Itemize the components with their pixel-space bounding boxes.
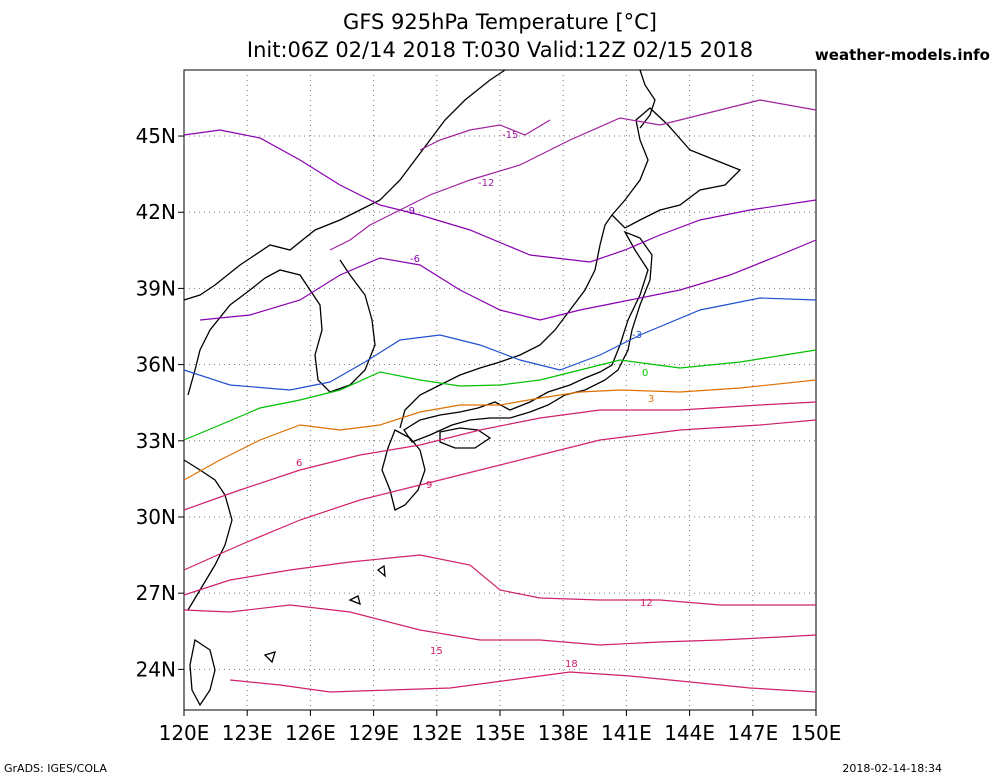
coast-honshu <box>403 230 653 443</box>
lat-tick-label: 30N <box>136 505 176 529</box>
contour-line-neg6 <box>199 239 817 321</box>
lat-tick-label: 27N <box>136 581 176 605</box>
contour-label-neg15: -15 <box>502 130 518 141</box>
lon-tick-label: 141E <box>601 721 652 745</box>
coast-taiwan <box>189 638 216 707</box>
contour-line-neg15 <box>419 119 551 151</box>
lon-tick-label: 129E <box>348 721 399 745</box>
coast-ryukyu <box>263 564 386 664</box>
lat-tick-label: 39N <box>136 276 176 300</box>
lat-tick-label: 36N <box>136 353 176 377</box>
coast-hokkaido <box>611 107 742 229</box>
coast-sakhalin <box>639 69 656 129</box>
contour-line-6 <box>183 401 817 511</box>
contour-label-neg6: -6 <box>410 254 420 265</box>
lat-tick-label: 42N <box>136 200 176 224</box>
lon-tick-label: 126E <box>285 721 336 745</box>
contour-label-18: 18 <box>565 659 578 670</box>
contour-line-0 <box>183 349 817 441</box>
contour-line-15 <box>183 604 817 646</box>
coast-mainland-north <box>183 69 506 301</box>
coast-honshu-west <box>399 214 613 429</box>
lon-tick-label: 132E <box>411 721 462 745</box>
contour-label-neg9: -9 <box>405 206 415 217</box>
contour-label-9: 9 <box>426 480 432 491</box>
coastlines <box>183 69 742 707</box>
lon-tick-label: 138E <box>538 721 589 745</box>
lon-tick-label: 144E <box>664 721 715 745</box>
contour-line-neg9 <box>183 129 817 263</box>
contour-line-neg3 <box>183 297 817 391</box>
contour-label-3: 3 <box>648 394 654 405</box>
coast-shikoku <box>439 427 492 449</box>
axis-ticks: 120E 123E 126E 129E 132E 135E 138E 141E 144E 147E… <box>136 124 842 745</box>
coast-china <box>183 459 233 611</box>
lon-tick-label: 150E <box>791 721 842 745</box>
lat-tick-label: 33N <box>136 429 176 453</box>
footer-timestamp: 2018-02-14-18:34 <box>842 762 942 775</box>
lon-tick-label: 120E <box>159 721 210 745</box>
contour-label-neg12: -12 <box>478 178 494 189</box>
contour-line-neg12 <box>329 99 817 251</box>
contour-label-6: 6 <box>296 458 302 469</box>
contour-label-15: 15 <box>430 646 443 657</box>
site-watermark: weather-models.info <box>814 46 990 64</box>
map-title-line2: Init:06Z 02/14 2018 T:030 Valid:12Z 02/1… <box>246 38 754 62</box>
contour-label-neg3: -3 <box>632 330 642 341</box>
lat-tick-label: 24N <box>136 657 176 681</box>
lat-tick-label: 45N <box>136 124 176 148</box>
temperature-contours <box>183 99 817 693</box>
lon-tick-label: 123E <box>222 721 273 745</box>
contour-label-12: 12 <box>640 598 653 609</box>
contour-value-labels: -15 -12 -9 -6 -3 0 3 6 9 12 15 18 <box>296 130 654 670</box>
contour-label-0: 0 <box>642 368 648 379</box>
contour-line-9 <box>183 419 817 571</box>
lon-tick-label: 135E <box>475 721 526 745</box>
lon-tick-label: 147E <box>727 721 778 745</box>
contour-line-18 <box>229 671 817 693</box>
contour-line-3 <box>183 379 817 481</box>
footer-credit: GrADS: IGES/COLA <box>4 762 107 775</box>
map-title-line1: GFS 925hPa Temperature [°C] <box>343 10 657 34</box>
contour-line-12 <box>183 554 816 606</box>
